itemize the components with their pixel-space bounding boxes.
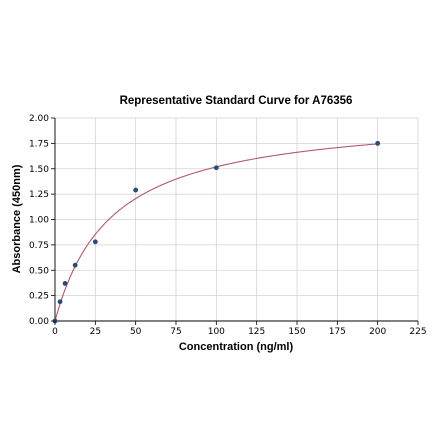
y-tick-label: 0.00 — [29, 317, 49, 327]
y-tick-label: 2.00 — [29, 114, 49, 124]
y-tick-label: 1.75 — [29, 139, 49, 149]
data-point — [375, 140, 381, 146]
x-axis-label: Concentration (ng/ml) — [179, 341, 294, 353]
y-axis-ticks: 0.00 0.25 0.50 0.75 1.00 1.25 1.50 1.75 2.00 — [29, 114, 55, 327]
x-tick-label: 175 — [329, 327, 346, 337]
x-tick-label: 50 — [130, 327, 142, 337]
data-points — [52, 140, 381, 324]
x-tick-label: 125 — [248, 327, 265, 337]
y-tick-label: 1.50 — [29, 165, 49, 175]
y-tick-label: 1.25 — [29, 190, 49, 200]
data-point — [62, 281, 68, 286]
x-tick-label: 200 — [369, 327, 386, 337]
y-tick-label: 0.25 — [29, 292, 49, 302]
x-tick-label: 100 — [208, 327, 225, 337]
x-tick-label: 225 — [409, 327, 426, 337]
data-point — [92, 239, 98, 245]
x-tick-label: 150 — [288, 327, 305, 337]
y-tick-label: 0.50 — [29, 266, 49, 276]
x-tick-label: 75 — [170, 327, 181, 337]
data-point — [57, 299, 63, 305]
x-tick-label: 25 — [90, 327, 101, 337]
y-tick-label: 0.75 — [29, 241, 49, 251]
x-tick-label: 0 — [52, 327, 58, 337]
y-axis-label: Absorbance (450nm) — [11, 164, 23, 273]
data-point — [72, 262, 78, 268]
data-point — [213, 165, 219, 171]
data-point — [133, 187, 139, 193]
x-axis-ticks: 0 25 50 75 100 125 150 175 200 225 — [52, 321, 427, 337]
y-tick-label: 1.00 — [29, 216, 49, 226]
chart-title: Representative Standard Curve for A76356 — [120, 95, 353, 107]
